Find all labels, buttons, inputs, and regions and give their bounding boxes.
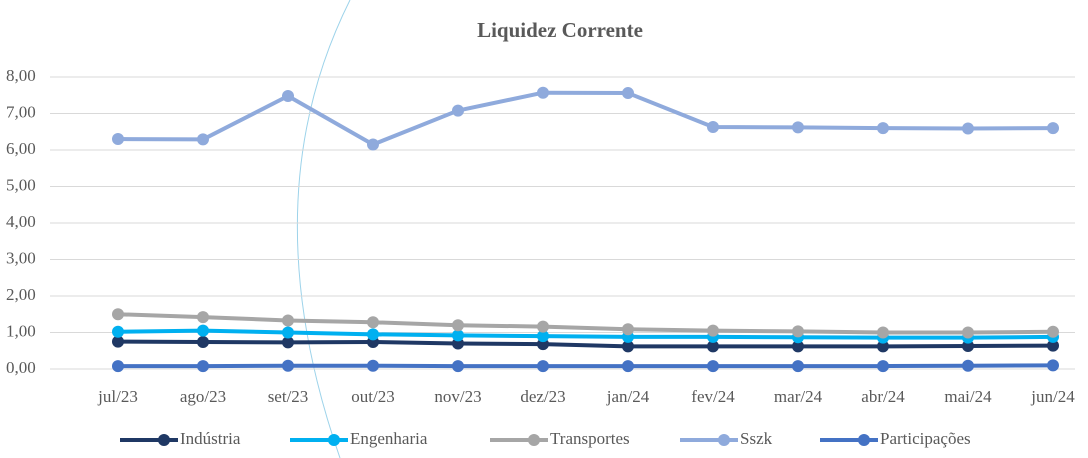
point <box>282 359 294 372</box>
legend-label: Sszk <box>740 429 773 448</box>
legend-label: Transportes <box>550 429 630 448</box>
y-tick-label: 4,00 <box>6 212 36 231</box>
y-tick-label: 5,00 <box>6 175 36 194</box>
y-tick-label: 6,00 <box>6 139 36 158</box>
point <box>197 360 209 373</box>
y-tick-label: 7,00 <box>6 102 36 121</box>
point <box>962 326 974 339</box>
point <box>197 311 209 324</box>
legend-marker <box>858 434 870 446</box>
point <box>792 325 804 338</box>
legend-label: Participações <box>880 429 971 448</box>
point <box>367 316 379 329</box>
x-tick-label: abr/24 <box>861 387 905 406</box>
x-tick-label: jan/24 <box>606 387 650 406</box>
x-tick-label: out/23 <box>351 387 394 406</box>
point <box>112 133 124 146</box>
point <box>197 133 209 146</box>
point <box>367 328 379 341</box>
y-tick-label: 3,00 <box>6 248 36 267</box>
x-tick-label: dez/23 <box>520 387 565 406</box>
point <box>792 121 804 134</box>
x-tick-label: jul/23 <box>97 387 138 406</box>
x-tick-label: nov/23 <box>434 387 481 406</box>
point <box>707 324 719 337</box>
point <box>877 360 889 373</box>
x-tick-label: mai/24 <box>944 387 992 406</box>
legend-marker <box>718 434 730 446</box>
point <box>197 324 209 337</box>
series-line <box>117 90 1054 147</box>
decorative-arc <box>296 0 351 458</box>
point <box>622 360 634 373</box>
point <box>877 122 889 135</box>
point <box>962 359 974 372</box>
point <box>282 326 294 339</box>
x-tick-label: mar/24 <box>774 387 823 406</box>
point <box>1047 325 1059 338</box>
point <box>877 326 889 339</box>
point <box>962 340 974 353</box>
point <box>537 86 549 99</box>
point <box>707 121 719 134</box>
point <box>282 89 294 102</box>
series-line <box>117 312 1054 335</box>
point <box>537 320 549 333</box>
x-tick-label: fev/24 <box>691 387 735 406</box>
series-line <box>117 339 1054 349</box>
point <box>197 335 209 348</box>
y-tick-label: 8,00 <box>6 66 36 85</box>
point <box>1047 339 1059 352</box>
legend-marker <box>528 434 540 446</box>
legend-label: Engenharia <box>350 429 428 448</box>
point <box>622 323 634 336</box>
point <box>622 87 634 100</box>
series-line <box>118 363 1054 369</box>
x-tick-label: set/23 <box>268 387 309 406</box>
point <box>452 329 464 342</box>
point <box>962 122 974 135</box>
point <box>1047 122 1059 135</box>
point <box>112 308 124 321</box>
point <box>537 360 549 373</box>
point <box>792 340 804 353</box>
y-tick-label: 1,00 <box>6 321 36 340</box>
point <box>792 360 804 373</box>
point <box>112 325 124 338</box>
point <box>707 360 719 373</box>
chart-title: Liquidez Corrente <box>477 18 643 42</box>
point <box>367 359 379 372</box>
point <box>282 314 294 327</box>
legend-marker <box>328 434 340 446</box>
series-line <box>117 328 1054 340</box>
y-tick-label: 0,00 <box>6 358 36 377</box>
point <box>282 336 294 349</box>
x-tick-label: jun/24 <box>1030 387 1075 406</box>
point <box>877 340 889 353</box>
point <box>367 138 379 151</box>
point <box>452 360 464 373</box>
x-tick-label: ago/23 <box>180 387 226 406</box>
legend-marker <box>158 434 170 446</box>
point <box>1047 359 1059 372</box>
point <box>452 319 464 332</box>
point <box>537 330 549 343</box>
point <box>707 340 719 353</box>
legend-label: Indústria <box>180 429 241 448</box>
y-tick-label: 2,00 <box>6 285 36 304</box>
point <box>112 335 124 348</box>
point <box>112 360 124 373</box>
point <box>452 104 464 117</box>
point <box>622 340 634 353</box>
